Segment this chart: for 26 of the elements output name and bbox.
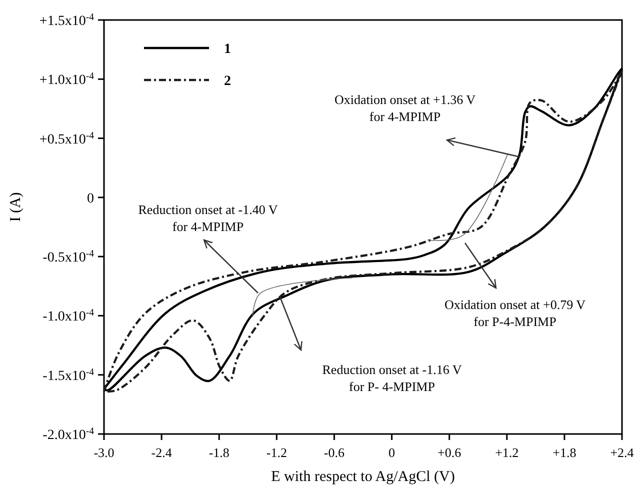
y-tick-label: -2.0x10$^{-4}$	[42, 426, 94, 443]
x-tick-label: +0.6	[438, 445, 462, 460]
legend-label: 2	[224, 74, 231, 89]
y-tick-label: -1.5x10$^{-4}$	[42, 366, 94, 384]
y-tick-label: +0.5x10$^{-4}$	[39, 130, 94, 148]
x-tick-label: -3.0	[94, 445, 114, 460]
annotation: Reduction onset at -1.16 V for P- 4-MPIMP	[322, 362, 462, 394]
x-tick-label: -1.8	[208, 445, 230, 460]
annotation: Reduction onset at -1.40 V for 4-MPIMP	[138, 202, 278, 234]
y-tick-label: -0.5x10$^{-4}$	[42, 248, 94, 266]
x-axis-title: E with respect to Ag/AgCl (V)	[271, 469, 455, 485]
y-tick-label: 0	[87, 191, 94, 206]
y-tick-label: -1.0x10$^{-4}$	[42, 307, 94, 325]
legend-label: 1	[224, 42, 231, 57]
annotation: Oxidation onset at +1.36 V for 4-MPIMP	[334, 92, 476, 124]
x-tick-label: 0	[388, 445, 396, 460]
y-tick-label: +1.0x10$^{-4}$	[39, 70, 94, 88]
x-tick-label: -1.2	[266, 445, 287, 460]
x-tick-label: -2.4	[151, 445, 172, 460]
x-tick-label: +1.8	[552, 445, 576, 460]
y-tick-label: +1.5x10$^{-4}$	[39, 12, 94, 29]
x-tick-label: -0.6	[324, 445, 346, 460]
annotation: Oxidation onset at +0.79 V for P-4-MPIMP	[444, 297, 586, 329]
x-tick-label: +2.4	[610, 445, 634, 460]
y-axis-title: I (A)	[8, 192, 24, 222]
x-tick-label: +1.2	[495, 445, 519, 460]
